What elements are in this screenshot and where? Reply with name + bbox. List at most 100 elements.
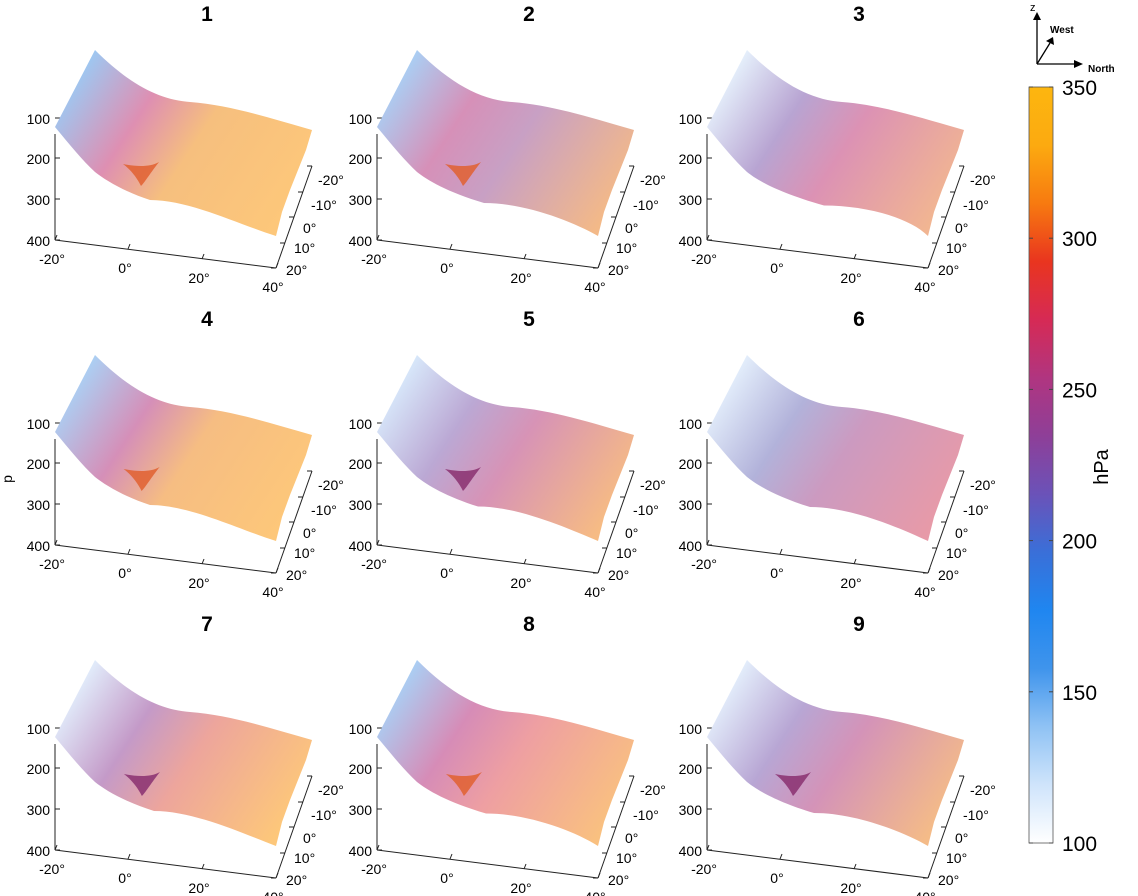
pressure-surface [377,50,634,236]
y-tick-label: -10° [963,807,989,823]
x-tick-label: 40° [914,889,935,896]
y-tick-label: 10° [946,545,967,561]
orientation-indicator: z West North [1030,2,1115,75]
panel-title: 8 [523,613,535,636]
x-tick-label: 0° [770,260,783,276]
z-tick-label: 100 [349,721,373,737]
x-tick [523,558,527,565]
x-tick [853,863,857,870]
panel-title: 3 [853,3,865,26]
x-tick-label: 20° [840,880,861,896]
x-axis-line [706,544,929,574]
colorbar-tick-label: 200 [1062,531,1097,554]
x-tick [779,853,783,860]
x-tick-label: 40° [914,584,935,600]
west-arrow-head-icon [1046,37,1054,45]
z-arrow-head-icon [1033,12,1041,20]
y-tick-label: 10° [946,240,967,256]
panel-title: 4 [201,308,213,331]
z-tick-label: 100 [27,111,51,127]
x-tick-label: -20° [361,861,387,877]
x-tick [54,234,58,241]
x-tick [127,243,131,250]
x-tick-label: 40° [584,279,605,295]
x-tick [927,872,931,879]
x-tick [706,844,710,851]
z-tick-label: 300 [27,192,51,208]
x-tick [523,253,527,260]
z-tick-label: 200 [27,151,51,167]
subplot-panel-7: 7100200300400-20°0°20°40°-20°-10°0°10°20… [27,613,344,896]
subplot-panel-4: 4100200300400-20°0°20°40°-20°-10°0°10°20… [27,308,344,600]
x-tick-label: 0° [440,565,453,581]
x-tick-label: -20° [361,251,387,267]
y-tick-label: 10° [294,545,315,561]
x-tick [201,253,205,260]
subplot-panel-8: 8100200300400-20°0°20°40°-20°-10°0°10°20… [349,613,666,896]
z-tick-label: 200 [349,456,373,472]
x-axis-line [706,239,929,269]
z-tick-label: 400 [349,843,373,859]
z-tick-label: 100 [679,111,703,127]
z-label: z [1030,2,1036,14]
z-tick-label: 200 [679,456,703,472]
z-tick-label: 300 [679,192,703,208]
y-tick-label: -10° [963,502,989,518]
subplot-panel-1: 1100200300400-20°0°20°40°-20°-10°0°10°20… [27,3,344,295]
y-tick-label: 20° [286,567,307,583]
x-tick [275,567,279,574]
y-tick-label: -20° [970,172,996,188]
panel-title: 1 [201,3,213,26]
y-tick-label: 0° [303,525,316,541]
x-tick [54,844,58,851]
x-tick-label: 0° [440,870,453,886]
panel-title: 6 [853,308,865,331]
x-tick-label: 40° [584,889,605,896]
y-tick-label: 20° [286,262,307,278]
z-tick-label: 300 [27,497,51,513]
y-tick-label: 20° [938,262,959,278]
z-tick-label: 300 [349,192,373,208]
y-tick-label: 10° [294,850,315,866]
x-tick [927,262,931,269]
x-tick [449,853,453,860]
y-tick-label: 0° [955,220,968,236]
west-label: West [1050,25,1074,36]
z-tick-label: 400 [679,538,703,554]
y-tick-label: 20° [286,872,307,888]
y-tick-label: -10° [963,197,989,213]
x-axis-line [376,239,599,269]
x-tick [853,558,857,565]
x-axis-line [376,544,599,574]
x-tick [597,872,601,879]
x-tick [376,539,380,546]
x-tick [779,548,783,555]
x-tick [54,539,58,546]
z-tick-label: 100 [349,416,373,432]
trough-feature [445,162,481,186]
pressure-surface [707,660,964,846]
y-tick-label: -20° [640,477,666,493]
colorbar-tick-label: 100 [1062,833,1097,856]
x-tick [779,243,783,250]
colorbar-ticks: 100 150 200 250 300 350 [1029,77,1097,856]
subplot-panel-3: 3100200300400-20°0°20°40°-20°-10°0°10°20… [679,3,996,295]
x-tick-label: 40° [584,584,605,600]
z-tick-label: 400 [27,843,51,859]
colorbar-tick-label: 350 [1062,77,1097,100]
x-tick [127,853,131,860]
z-tick-label: 400 [679,233,703,249]
z-tick-label: 200 [349,151,373,167]
x-tick [275,262,279,269]
y-tick-label: -20° [318,477,344,493]
z-tick-label: 100 [27,721,51,737]
trough-feature [445,772,482,796]
pressure-surface [55,660,312,846]
colorbar-tick-label: 300 [1062,228,1097,251]
x-tick-label: -20° [39,556,65,572]
x-tick-label: 40° [262,279,283,295]
x-tick-label: 20° [510,270,531,286]
x-tick [127,548,131,555]
x-tick-label: 0° [118,260,131,276]
panel-title: 5 [523,308,535,331]
